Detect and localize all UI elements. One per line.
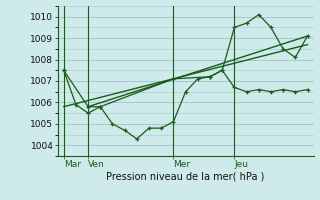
X-axis label: Pression niveau de la mer( hPa ): Pression niveau de la mer( hPa ) (107, 172, 265, 182)
